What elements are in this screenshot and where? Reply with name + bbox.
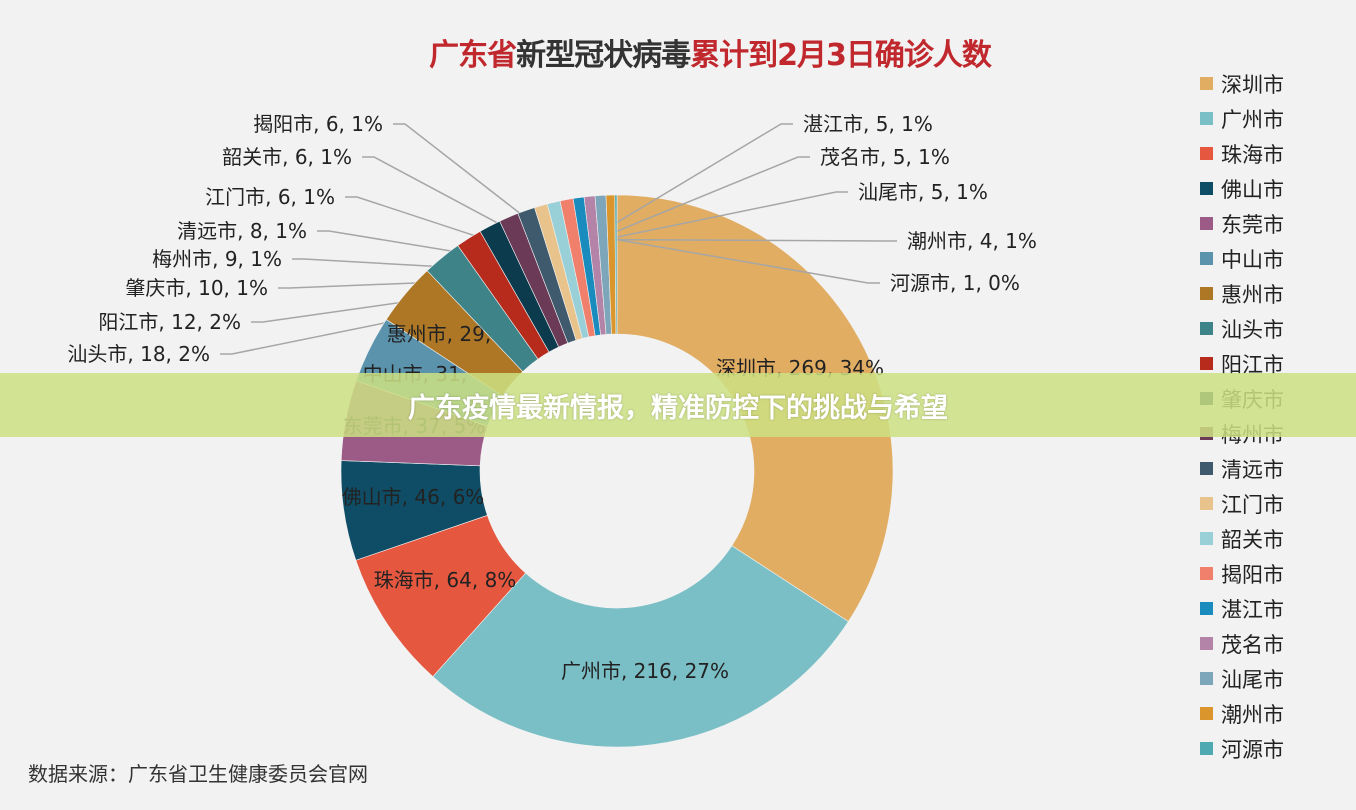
legend-swatch [1200,287,1213,300]
legend-swatch [1200,497,1213,510]
data-label: 湛江市, 5, 1% [803,112,933,136]
legend-label: 深圳市 [1221,72,1284,97]
legend-label: 佛山市 [1221,177,1284,202]
legend-item: 潮州市 [1200,696,1284,731]
data-label: 汕头市, 18, 2% [67,342,210,366]
data-label: 潮州市, 4, 1% [907,229,1037,253]
title-part: 广东省 [429,38,517,73]
data-label: 佛山市, 46, 6% [342,485,485,509]
legend-label: 湛江市 [1221,597,1284,622]
leader-line [611,238,897,242]
legend-swatch [1200,742,1213,755]
overlay-banner: 广东疫情最新情报，精准防控下的挑战与希望 [0,373,1356,437]
legend-swatch [1200,217,1213,230]
legend-swatch [1200,707,1213,720]
legend-label: 韶关市 [1221,527,1284,552]
legend-swatch [1200,252,1213,265]
source-note: 数据来源：广东省卫生健康委员会官网 [28,762,368,786]
legend-label: 江门市 [1221,492,1284,517]
legend-item: 河源市 [1200,731,1284,766]
legend-label: 阳江市 [1221,352,1284,377]
legend-swatch [1200,147,1213,160]
legend-swatch [1200,182,1213,195]
legend-item: 珠海市 [1200,136,1284,171]
legend-label: 清远市 [1221,457,1284,482]
legend-item: 东莞市 [1200,206,1284,241]
legend-item: 清远市 [1200,451,1284,486]
data-label: 广州市, 216, 27% [561,659,729,683]
legend-item: 惠州市 [1200,276,1284,311]
data-label: 阳江市, 12, 2% [98,310,241,334]
data-label: 珠海市, 64, 8% [374,568,517,592]
legend-swatch [1200,637,1213,650]
data-label: 茂名市, 5, 1% [820,145,950,169]
legend-item: 中山市 [1200,241,1284,276]
legend-swatch [1200,602,1213,615]
leader-line [602,191,848,241]
legend-swatch [1200,322,1213,335]
legend-label: 揭阳市 [1221,562,1284,587]
leader-line [615,238,880,284]
legend-label: 惠州市 [1221,282,1284,307]
legend-label: 汕头市 [1221,317,1284,342]
legend-label: 茂名市 [1221,632,1284,657]
title-part: 新型冠状病毒 [516,38,691,73]
leader-line [584,123,793,243]
slice-1 [432,545,849,748]
legend-item: 阳江市 [1200,346,1284,381]
legend-item: 汕尾市 [1200,661,1284,696]
legend-label: 河源市 [1221,737,1284,762]
legend-swatch [1200,112,1213,125]
legend-label: 汕尾市 [1221,667,1284,692]
slice-19 [614,194,618,335]
legend-swatch [1200,672,1213,685]
legend-item: 江门市 [1200,486,1284,521]
title-part: 累计到2月3日确诊人数 [690,38,992,73]
legend-swatch [1200,567,1213,580]
legend-item: 佛山市 [1200,171,1284,206]
data-label: 江门市, 6, 1% [205,185,335,209]
legend-item: 深圳市 [1200,66,1284,101]
data-label: 汕尾市, 5, 1% [858,180,988,204]
legend-label: 中山市 [1221,247,1284,272]
chart-title: 广东省新型冠状病毒累计到2月3日确诊人数 [0,30,1356,74]
data-label: 韶关市, 6, 1% [222,145,352,169]
legend-swatch [1200,357,1213,370]
data-label: 清远市, 8, 1% [177,219,307,243]
leader-line [593,156,810,242]
legend-item: 茂名市 [1200,626,1284,661]
legend-item: 广州市 [1200,101,1284,136]
data-label: 肇庆市, 10, 1% [125,276,268,300]
data-label: 河源市, 1, 0% [890,271,1020,295]
legend-item: 湛江市 [1200,591,1284,626]
legend-item: 揭阳市 [1200,556,1284,591]
legend-item: 韶关市 [1200,521,1284,556]
legend-swatch [1200,532,1213,545]
data-label: 梅州市, 9, 1% [152,247,282,271]
legend-label: 广州市 [1221,107,1284,132]
data-label: 揭阳市, 6, 1% [253,112,383,136]
legend-swatch [1200,77,1213,90]
legend-item: 汕头市 [1200,311,1284,346]
legend-label: 东莞市 [1221,212,1284,237]
legend-swatch [1200,462,1213,475]
legend-label: 珠海市 [1221,142,1284,167]
legend-label: 潮州市 [1221,702,1284,727]
